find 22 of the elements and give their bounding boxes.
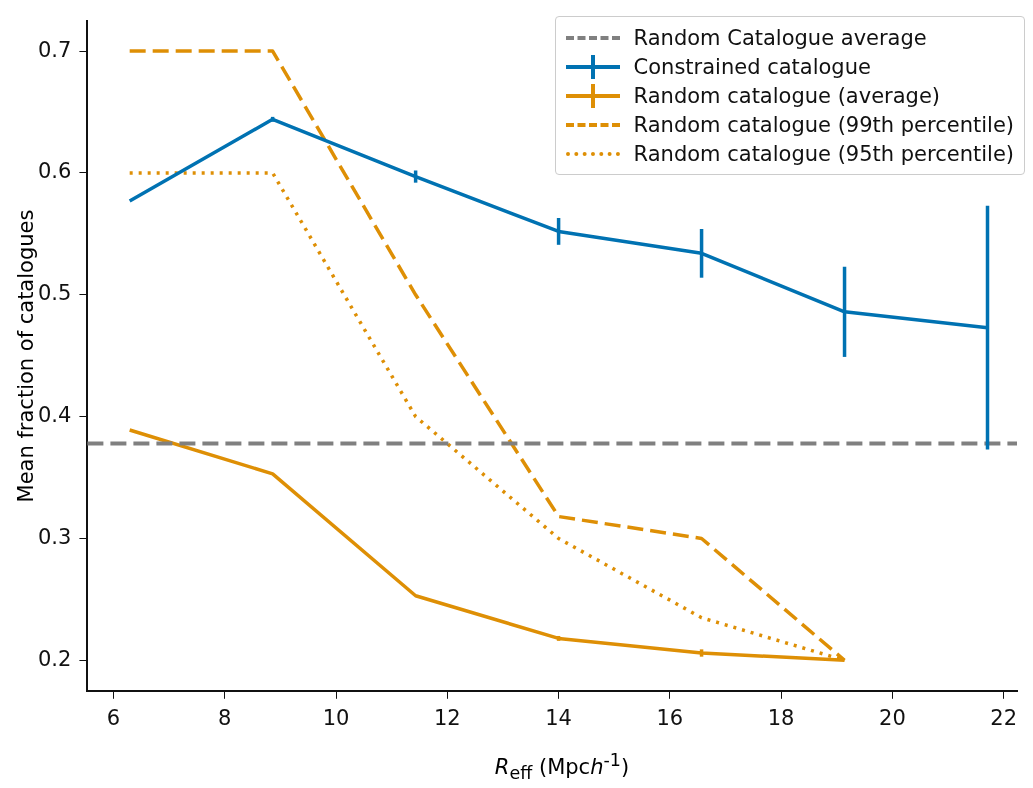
legend-label: Random Catalogue average <box>633 25 927 50</box>
y-tick-label: 0.3 <box>37 524 72 549</box>
x-tick-label: 18 <box>767 705 795 730</box>
x-tick-label: 16 <box>656 705 684 730</box>
legend-label: Random catalogue (95th percentile) <box>633 141 1014 166</box>
x-tick-label: 10 <box>322 705 350 730</box>
x-tick-label: 8 <box>218 705 232 730</box>
legend-label: Random catalogue (average) <box>633 83 941 108</box>
y-axis-title: Mean fraction of catalogues <box>14 209 38 503</box>
x-tick-label: 14 <box>545 705 572 730</box>
x-tick-label: 6 <box>106 705 121 730</box>
x-axis-title: R$_{eff}$ (Mpch$^{-1}$) <box>494 750 630 784</box>
x-tick-label: 20 <box>879 705 906 730</box>
y-tick-label: 0.2 <box>37 646 72 671</box>
y-tick-label: 0.4 <box>37 403 72 428</box>
y-tick-label: 0.6 <box>37 159 72 184</box>
y-tick-label: 0.7 <box>37 37 72 62</box>
legend-label: Random catalogue (99th percentile) <box>633 112 1014 137</box>
x-tick-label: 12 <box>433 705 461 730</box>
legend-label: Constrained catalogue <box>633 54 871 79</box>
y-tick-label: 0.5 <box>37 281 72 306</box>
x-tick-label: 22 <box>990 705 1018 730</box>
